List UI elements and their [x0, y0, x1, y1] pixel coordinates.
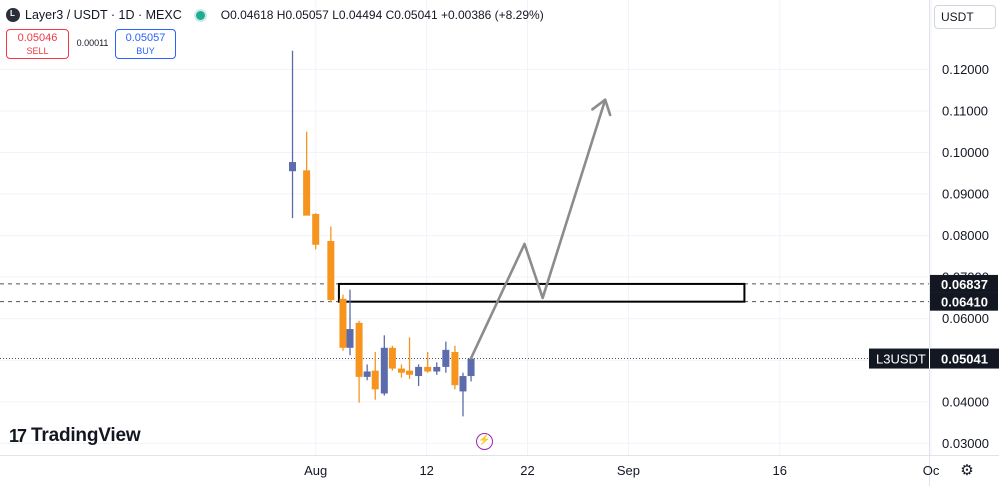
layer3-logo-icon — [6, 8, 20, 22]
candle-down — [424, 366, 432, 372]
time-tick-label: Sep — [617, 463, 640, 478]
projection-arrow-path[interactable] — [469, 98, 607, 360]
price-tick-label: 0.04000 — [942, 394, 989, 409]
candle-down — [355, 322, 363, 377]
buy-price: 0.05057 — [125, 32, 166, 44]
tradingview-logo: 17 TradingView — [9, 425, 141, 447]
last-price-value: 0.05041 — [941, 352, 988, 367]
candle-down — [451, 351, 459, 386]
tradingview-wordmark: TradingView — [31, 425, 141, 446]
time-tick-label: 16 — [772, 463, 786, 478]
market-status-icon — [193, 8, 207, 22]
price-tick-label: 0.08000 — [942, 228, 989, 243]
candle-down — [312, 213, 320, 245]
candle-down — [303, 170, 311, 216]
sell-label: SELL — [26, 46, 49, 56]
time-tick-label: Aug — [304, 463, 327, 478]
level-tag — [930, 274, 998, 293]
ohlc-readout: O0.04618 H0.05057 L0.04494 C0.05041 +0.0… — [220, 8, 544, 22]
candle-up — [363, 371, 371, 377]
price-tick-label: 0.12000 — [942, 62, 989, 77]
candle-down — [406, 370, 414, 375]
level-tag-label: 0.06410 — [941, 295, 988, 310]
buy-label: BUY — [136, 46, 155, 56]
price-tick-label: 0.09000 — [942, 187, 989, 202]
time-tick-label: Oc — [923, 463, 940, 478]
candle-up — [433, 366, 441, 372]
price-tick-label: 0.03000 — [942, 436, 989, 451]
candle-down — [397, 368, 405, 373]
candle-up — [442, 349, 450, 367]
last-price-symbol: L3USDT — [876, 352, 926, 367]
gear-icon[interactable]: ⚙ — [960, 462, 974, 479]
symbol-title[interactable]: Layer3 / USDT · 1D · MEXC — [25, 8, 182, 22]
price-tick-label: 0.10000 — [942, 145, 989, 160]
resistance-zone-box[interactable] — [337, 282, 746, 303]
currency-selector[interactable]: USDT — [934, 5, 996, 29]
candle-up — [415, 366, 423, 377]
candle-up — [380, 347, 388, 394]
price-tick-label: 0.11000 — [942, 103, 988, 118]
candle-down — [388, 347, 396, 369]
buy-button[interactable]: 0.05057 BUY — [115, 29, 176, 59]
last-price-tag — [869, 348, 999, 369]
level-tag-label: 0.06837 — [941, 277, 988, 292]
sell-button[interactable]: 0.05046 SELL — [6, 29, 69, 59]
spread-value: 0.00011 — [76, 38, 109, 48]
candle-down — [371, 370, 379, 390]
symbol-header[interactable]: Layer3 / USDT · 1D · MEXC O0.04618 H0.05… — [6, 6, 544, 24]
lightning-icon[interactable]: ⚡ — [476, 433, 493, 450]
candle-down — [339, 298, 347, 348]
sell-price: 0.05046 — [17, 32, 58, 44]
candle-down — [327, 241, 335, 301]
candle-up — [289, 162, 297, 172]
projection-arrow-head — [591, 98, 612, 117]
candle-up — [467, 358, 475, 377]
time-tick-label: 12 — [419, 463, 433, 478]
candle-up — [459, 376, 467, 392]
level-tag — [930, 292, 998, 311]
time-tick-label: 22 — [520, 463, 534, 478]
price-tick-label: 0.06000 — [942, 311, 989, 326]
candle-up — [346, 329, 354, 348]
tradingview-mark-icon: 17 — [9, 425, 27, 446]
